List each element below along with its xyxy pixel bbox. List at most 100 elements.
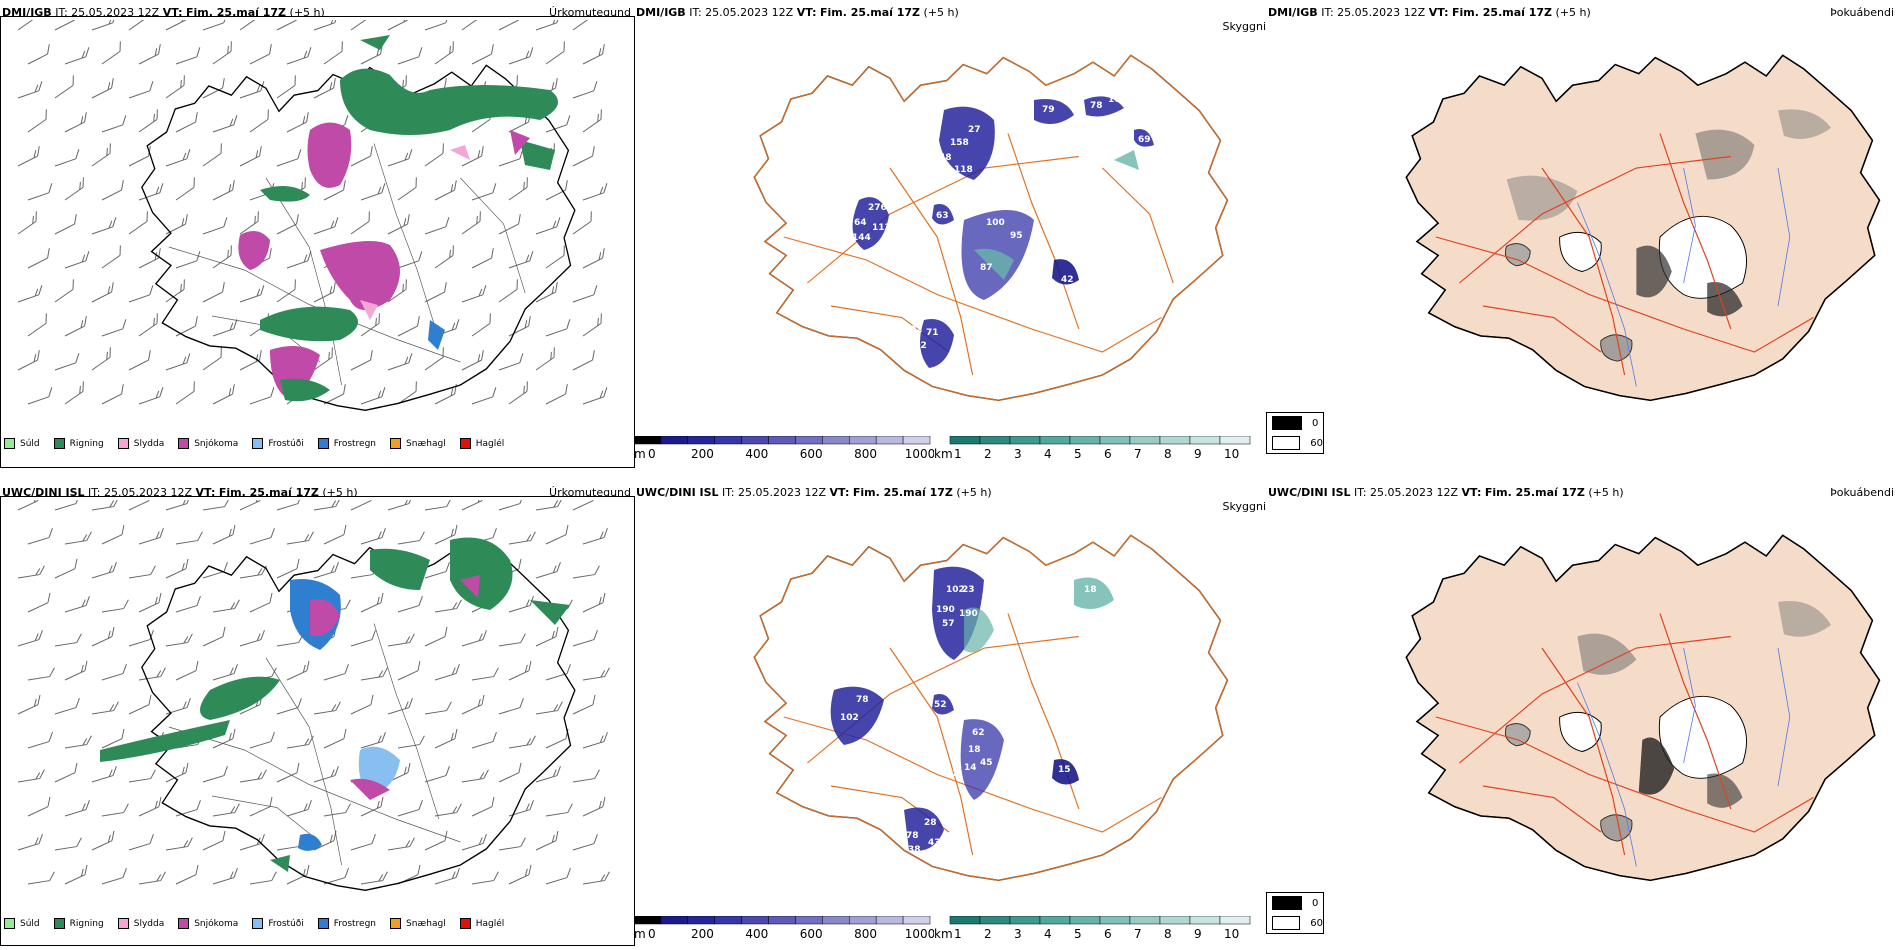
panel-title: Þokuábendi — [1830, 6, 1894, 19]
wind-barb — [128, 694, 152, 715]
wind-barb — [138, 667, 166, 681]
wind-barb — [27, 592, 51, 613]
wind-barb — [323, 180, 346, 201]
wind-barb — [165, 837, 193, 851]
wind-barb — [572, 500, 596, 511]
legend-swatch — [178, 438, 190, 449]
wind-barb — [165, 558, 189, 579]
wind-barb — [582, 667, 610, 681]
legend-swatch — [4, 438, 15, 449]
wind-barb — [91, 20, 117, 31]
colorbar-unit: km — [934, 927, 953, 941]
wind-barb — [101, 384, 124, 405]
cloudbase-panel-dmi: DMI/IGB IT: 25.05.2023 12Z VT: Fim. 25.m… — [634, 0, 1268, 470]
wind-barb — [508, 595, 534, 613]
colorbar-cell — [902, 916, 931, 925]
wind-barb — [434, 728, 458, 749]
wind-barb — [128, 81, 154, 99]
wind-barb — [202, 217, 228, 235]
wind-barb — [212, 803, 240, 817]
wind-barb — [424, 217, 450, 235]
precip-type-map — [17, 500, 610, 891]
value-label: 27 — [968, 125, 981, 135]
colorbar-tick: 400 — [745, 927, 768, 941]
legend-item: Frostregn — [317, 918, 376, 929]
colorbar-tick: 600 — [800, 927, 823, 941]
cloudbase-map: 158 48 118 16 27 79 78 105 69 276 64 113… — [753, 54, 1229, 402]
wind-barb — [434, 524, 458, 545]
fog-legend: 0 60 — [1266, 412, 1324, 454]
wind-barb — [101, 663, 127, 681]
wind-barb — [572, 833, 598, 851]
wind-barb — [498, 500, 524, 511]
wind-barb — [276, 149, 302, 167]
wind-barb — [101, 803, 129, 817]
wind-barb — [313, 78, 336, 99]
value-label: 102 — [946, 585, 965, 595]
wind-barb — [572, 769, 600, 783]
colorbar-cell — [687, 436, 715, 445]
value-label: 42 — [1061, 275, 1074, 285]
colorbar-tick: 200 — [691, 447, 714, 461]
wind-barb — [572, 146, 595, 167]
wind-barb — [545, 663, 571, 681]
wind-barb — [582, 387, 608, 405]
colorbar-tick: 800 — [854, 447, 877, 461]
wind-barb — [286, 251, 312, 269]
wind-barb — [434, 803, 462, 817]
value-label: 190 — [936, 605, 955, 615]
wind-barb — [138, 871, 166, 885]
wind-barb — [360, 592, 384, 613]
wind-barb — [424, 765, 450, 783]
wind-barb — [202, 347, 222, 371]
wind-barb — [27, 527, 53, 545]
wind-barb — [202, 626, 226, 647]
colorbar-cell — [1099, 436, 1131, 445]
wind-barb — [572, 565, 600, 579]
wind-barb — [91, 217, 117, 235]
wind-barb — [138, 387, 164, 405]
colorbar-tick: 5 — [1074, 447, 1082, 461]
colorbar-cell — [1189, 916, 1221, 925]
wind-barb — [239, 500, 263, 511]
wind-barb — [313, 500, 341, 511]
wind-barb — [572, 285, 598, 303]
wind-barb — [461, 629, 487, 647]
wind-barb — [498, 837, 526, 851]
colorbar-cell — [822, 916, 850, 925]
wind-barb — [397, 595, 423, 613]
cloudbase-values: 158 48 118 16 27 79 78 105 69 276 64 113… — [852, 95, 1151, 351]
fog-header: DMI/IGB IT: 25.05.2023 12Z VT: Fim. 25.m… — [1268, 6, 1591, 19]
wind-barb — [54, 762, 78, 783]
colorbar-tick: 2 — [984, 447, 992, 461]
wind-barb — [138, 183, 164, 201]
wind-barb — [276, 20, 299, 31]
wind-barb — [175, 177, 195, 201]
colorbar-cell — [1129, 436, 1161, 445]
colorbar-cell — [979, 916, 1011, 925]
wind-barb — [545, 41, 565, 65]
wind-barb — [54, 353, 80, 371]
wind-barb — [498, 353, 524, 371]
wind-barb — [175, 595, 201, 613]
wind-barb — [397, 864, 421, 885]
wind-barb — [582, 313, 602, 337]
legend-item: Frostregn — [317, 438, 376, 449]
value-label: 102 — [840, 713, 859, 723]
wind-barb — [387, 214, 410, 235]
wind-barb — [212, 180, 235, 201]
wind-barb — [17, 694, 41, 715]
fog-panel-uwc: UWC/DINI ISL IT: 25.05.2023 12Z VT: Fim.… — [1266, 480, 1900, 950]
wind-barb — [582, 796, 606, 817]
wind-barb — [461, 285, 487, 303]
wind-barb — [17, 81, 43, 99]
wind-barb — [165, 279, 185, 303]
colorbar-cell — [1099, 916, 1131, 925]
precip-panel-dmi: DMI/IGB IT: 25.05.2023 12Z VT: Fim. 25.m… — [0, 0, 635, 470]
wind-barb — [424, 626, 448, 647]
wind-barb — [535, 701, 563, 715]
wind-barbs — [17, 20, 608, 405]
legend-swatch — [53, 918, 65, 929]
wind-barb — [165, 75, 185, 99]
wind-barb — [350, 694, 374, 715]
